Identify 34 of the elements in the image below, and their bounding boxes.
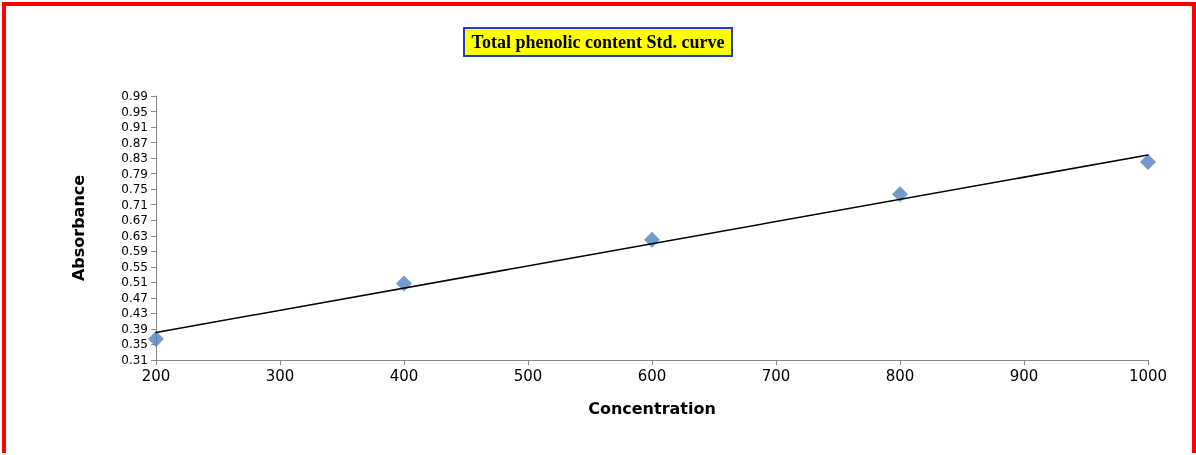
y-tick-label: 0.95 xyxy=(121,104,148,119)
y-tick-label: 0.71 xyxy=(121,197,148,212)
y-tick-label: 0.35 xyxy=(121,337,148,352)
x-tick-label: 900 xyxy=(1009,366,1039,385)
y-tick-label: 0.43 xyxy=(121,306,148,321)
y-tick-label: 0.91 xyxy=(121,120,148,135)
y-tick-label: 0.75 xyxy=(121,182,148,197)
y-tick-label: 0.67 xyxy=(121,213,148,228)
x-axis-title: Concentration xyxy=(588,398,716,418)
y-axis-title: Absorbance xyxy=(68,174,88,282)
point xyxy=(1140,154,1156,170)
x-tick-label: 200 xyxy=(141,366,171,385)
y-tick-label: 0.39 xyxy=(121,321,148,336)
point xyxy=(892,186,908,203)
y-tick-label: 0.59 xyxy=(121,244,148,259)
x-tick-label: 1000 xyxy=(1128,366,1168,385)
y-tick-label: 0.55 xyxy=(121,259,148,274)
y-tick-label: 0.47 xyxy=(121,290,148,305)
y-tick-label: 0.79 xyxy=(121,166,148,181)
point xyxy=(396,275,412,292)
x-tick-label: 600 xyxy=(637,366,667,385)
x-tick-label: 500 xyxy=(513,366,543,385)
y-tick-label: 0.99 xyxy=(121,89,148,103)
y-tick-label: 0.51 xyxy=(121,275,148,290)
y-tick-label: 0.31 xyxy=(121,353,148,367)
x-tick-label: 400 xyxy=(389,366,419,385)
point xyxy=(148,331,164,348)
y-tick-label: 0.63 xyxy=(121,228,148,243)
x-tick-label: 700 xyxy=(761,366,791,385)
x-tick-label: 300 xyxy=(265,366,295,385)
y-tick-label: 0.87 xyxy=(121,135,148,150)
y-tick-label: 0.83 xyxy=(121,151,148,166)
x-tick-label: 800 xyxy=(885,366,915,385)
chart-title: Total phenolic content Std. curve xyxy=(471,32,725,52)
